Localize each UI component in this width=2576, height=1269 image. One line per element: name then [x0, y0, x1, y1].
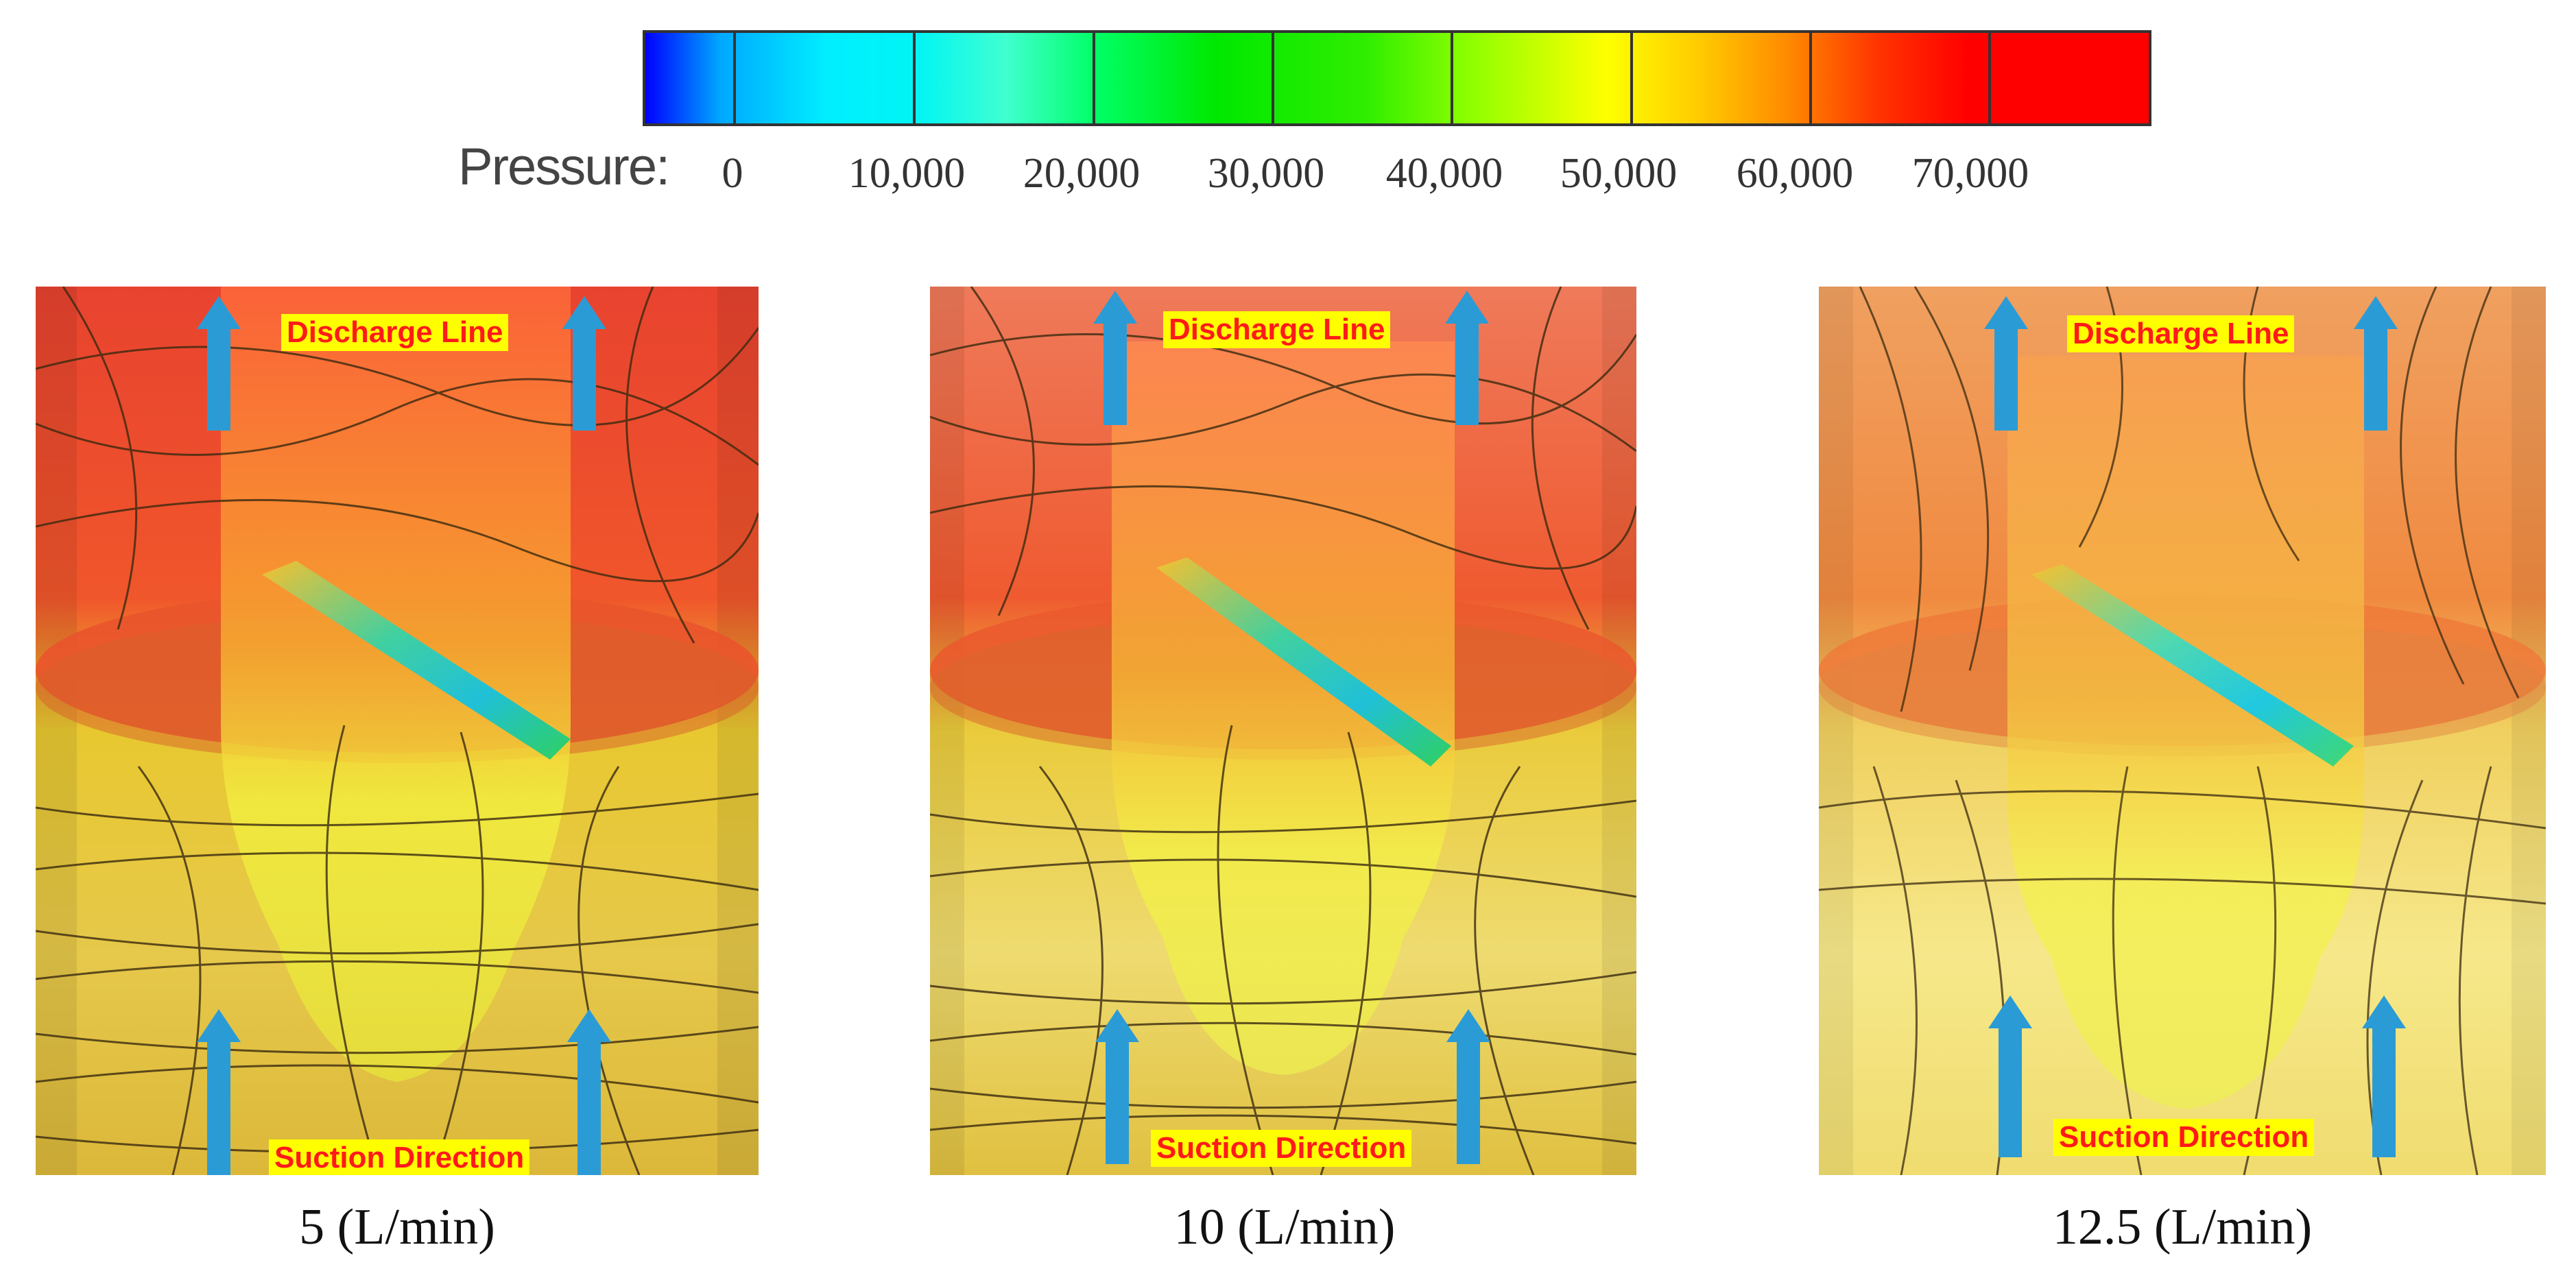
simulation-panel-5: Discharge Line Suction Direction [36, 287, 759, 1175]
discharge-line-label: Discharge Line [2067, 315, 2295, 352]
panel-caption: 12.5 (L/min) [2052, 1199, 2313, 1255]
legend-tick-50000: 50,000 [1560, 150, 1678, 197]
legend-tick-60000: 60,000 [1736, 150, 1854, 197]
panel-caption: 10 (L/min) [1173, 1199, 1396, 1255]
suction-direction-label: Suction Direction [1151, 1130, 1412, 1167]
discharge-line-label: Discharge Line [1163, 311, 1391, 348]
discharge-line-label: Discharge Line [281, 314, 509, 351]
pressure-colorbar [643, 30, 2151, 126]
legend-tick-40000: 40,000 [1385, 150, 1503, 197]
pressure-legend-title: Pressure: [458, 138, 670, 196]
simulation-panel-12-5: Discharge Line Suction Direction [1819, 287, 2546, 1175]
suction-direction-label: Suction Direction [269, 1139, 530, 1175]
legend-tick-70000: 70,000 [1911, 150, 2029, 197]
legend-tick-0: 0 [721, 150, 743, 197]
panel-caption: 5 (L/min) [299, 1199, 495, 1255]
simulation-panel-10: Discharge Line Suction Direction [930, 287, 1636, 1175]
suction-direction-label: Suction Direction [2053, 1119, 2315, 1156]
legend-tick-30000: 30,000 [1207, 150, 1325, 197]
legend-tick-10000: 10,000 [848, 150, 966, 197]
legend-tick-20000: 20,000 [1023, 150, 1141, 197]
